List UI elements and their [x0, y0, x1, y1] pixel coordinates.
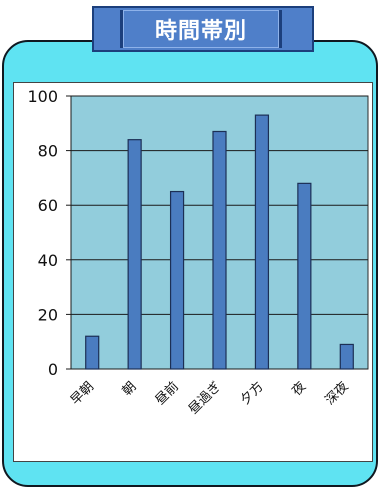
x-tick-label-3: 昼前 [152, 379, 182, 409]
bar-7 [339, 343, 354, 370]
bar-6 [297, 182, 312, 370]
y-tick-label-100: 100 [27, 87, 58, 106]
y-tick-label-80: 80 [38, 142, 58, 161]
x-tick-label-5: 夕方 [237, 379, 267, 409]
x-tick-label-7: 深夜 [323, 379, 352, 408]
bar-4 [212, 130, 227, 370]
y-tick-label-40: 40 [38, 251, 58, 270]
chart-title: 時間帯別 [154, 19, 247, 44]
x-tick-label-6: 夜 [289, 379, 309, 399]
x-tick-label-1: 早朝 [68, 379, 97, 408]
title-banner-inner: 時間帯別 [120, 10, 282, 48]
x-tick-label-2: 朝 [120, 379, 140, 399]
y-tick-label-60: 60 [38, 196, 58, 215]
bar-1 [85, 335, 100, 370]
y-tick-label-0: 0 [48, 360, 58, 379]
bar-3 [169, 190, 185, 370]
title-banner: 時間帯別 [92, 6, 314, 52]
x-tick-label-4: 昼過ぎ [186, 379, 224, 417]
bar-2 [127, 139, 142, 370]
bar-5 [254, 114, 270, 370]
y-tick-label-20: 20 [38, 305, 58, 324]
